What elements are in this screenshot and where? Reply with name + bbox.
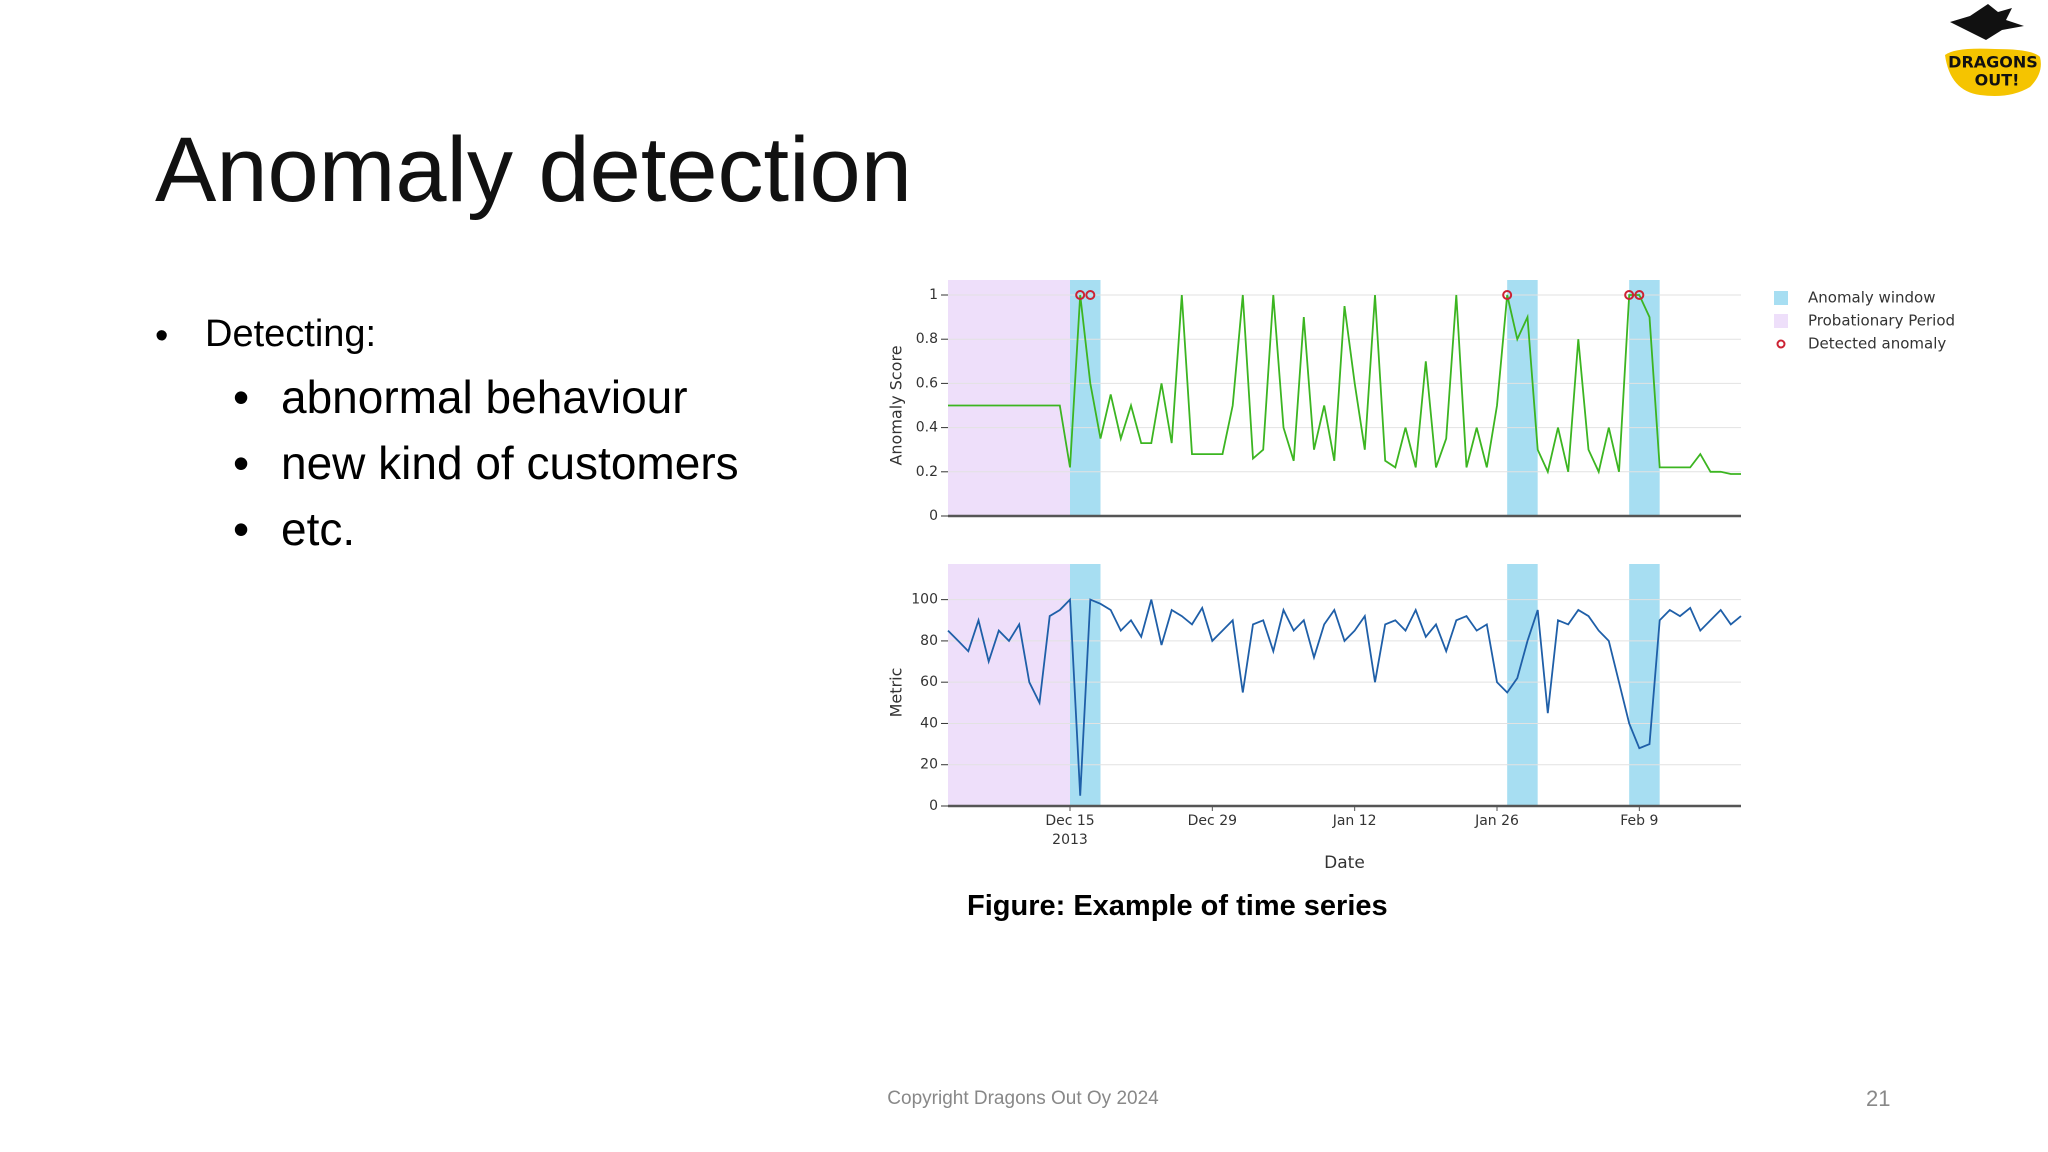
legend-swatch [1776, 339, 1786, 349]
legend-label: Probationary Period [1808, 312, 1955, 330]
logo-dragon [1950, 4, 2024, 40]
y-tick-label: 0.4 [916, 420, 938, 436]
x-tick-label: Feb 9 [1620, 813, 1659, 829]
footer: Copyright Dragons Out Oy 2024 [887, 1088, 1159, 1109]
y-tick-label: 0.2 [916, 464, 938, 480]
page-number: 21 [1866, 1086, 1891, 1111]
region [1070, 280, 1101, 516]
x-axis-label: Date [1324, 853, 1365, 873]
series-line [948, 294, 1741, 475]
y-tick-label: 0 [929, 798, 938, 814]
logo-text: OUT! [1975, 71, 2020, 90]
anomaly-point [1502, 290, 1513, 300]
anomaly-point [1075, 290, 1086, 300]
x-tick-label: Jan 12 [1332, 813, 1377, 829]
y-tick-label: 0 [929, 508, 938, 524]
y-tick-label: 60 [920, 674, 938, 690]
anomaly-point [1634, 290, 1645, 300]
region [948, 564, 1070, 806]
bullet-marker: • [233, 437, 250, 489]
x-tick-label: Jan 26 [1475, 813, 1519, 829]
y-tick-label: 1 [929, 287, 938, 303]
y-axis-label: Anomaly Score [887, 345, 906, 465]
region [948, 280, 1070, 516]
logo-blob [1945, 48, 2041, 96]
x-tick-label: Dec 15 2013 [1045, 813, 1095, 848]
legend-label: Detected anomaly [1808, 335, 1946, 353]
y-axis-label: Metric [887, 668, 906, 718]
y-tick-label: 0.6 [916, 375, 938, 391]
anomaly-point [1085, 290, 1096, 300]
x-tick-label: Dec 29 [1187, 813, 1238, 829]
bullet-marker: • [155, 315, 169, 357]
y-tick-label: 0.8 [916, 331, 938, 347]
legend-swatch [1774, 314, 1788, 328]
bullet-marker: • [233, 503, 250, 555]
slide-title: Anomaly detection [155, 119, 912, 221]
bullet: Detecting: [205, 313, 377, 355]
y-tick-label: 80 [920, 633, 938, 649]
sub-bullet: abnormal behaviour [281, 371, 688, 423]
bullet-marker: • [233, 371, 250, 423]
y-tick-label: 100 [911, 592, 938, 608]
y-tick-label: 40 [920, 715, 938, 731]
sub-bullet: new kind of customers [281, 437, 739, 489]
series-line [947, 597, 1742, 796]
y-tick-label: 20 [920, 757, 938, 773]
legend-label: Anomaly window [1808, 289, 1935, 307]
figure-caption: Figure: Example of time series [967, 890, 1388, 922]
logo-text: DRAGONS [1948, 53, 2038, 72]
anomaly-point [1624, 290, 1635, 300]
legend-swatch [1774, 291, 1788, 305]
sub-bullet: etc. [281, 503, 356, 555]
